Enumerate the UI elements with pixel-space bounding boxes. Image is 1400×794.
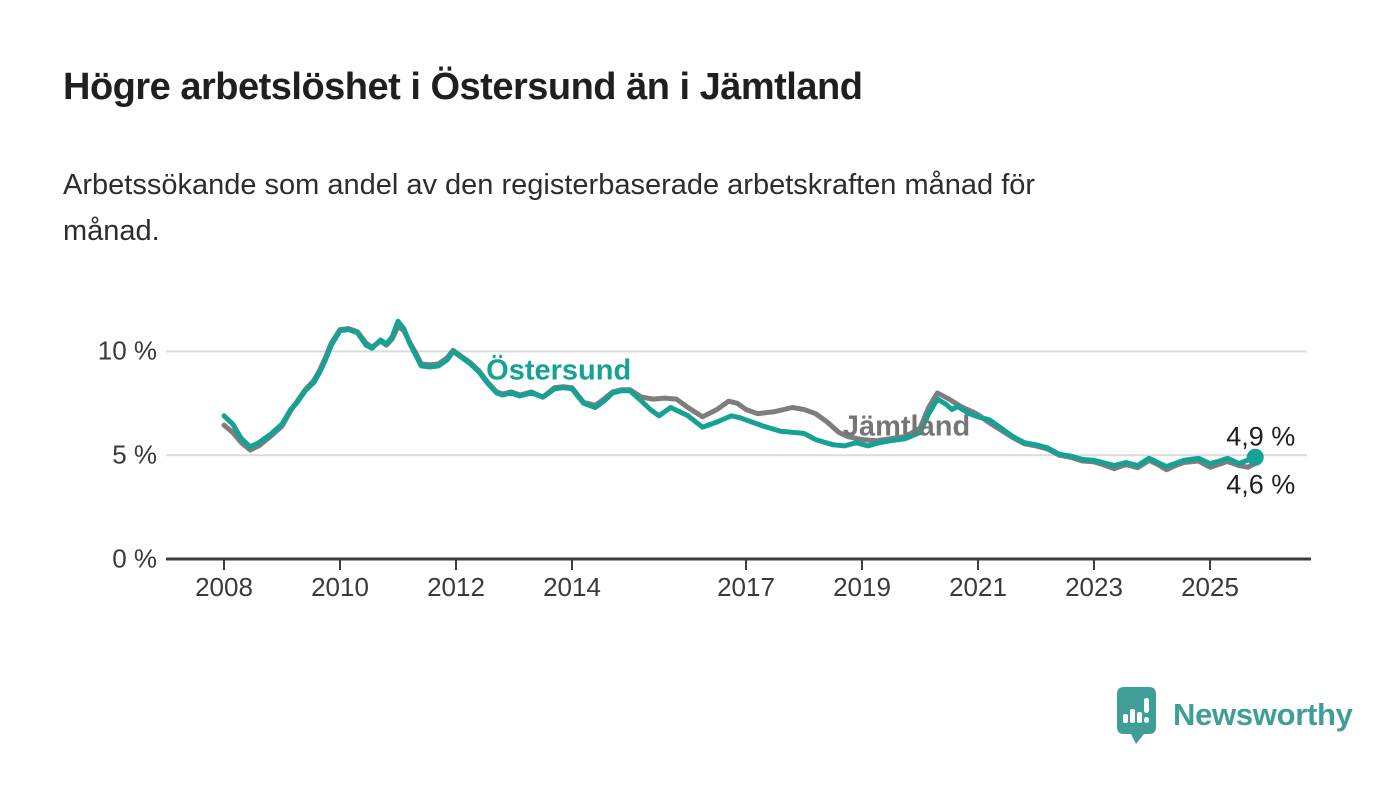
chart-subtitle: Arbetssökande som andel av den registerb…	[63, 162, 1035, 254]
x-axis-tick-label: 2017	[717, 572, 775, 602]
y-axis-tick-label: 5 %	[112, 439, 157, 470]
x-axis-tick-label: 2025	[1181, 572, 1239, 602]
series-label-jamtland: Jämtland	[842, 410, 971, 443]
page-title: Högre arbetslöshet i Östersund än i Jämt…	[63, 66, 863, 108]
end-value-label-ostersund: 4,9 %	[1226, 421, 1296, 452]
subtitle-line-2: månad.	[63, 215, 160, 247]
series-line-jämtland	[221, 324, 1258, 473]
x-axis-tick-label: 2019	[833, 572, 891, 602]
x-axis-tick-label: 2014	[543, 572, 601, 602]
x-axis-tick-label: 2023	[1065, 572, 1123, 602]
y-axis-tick-label: 0 %	[112, 543, 157, 574]
series-end-dot-östersund	[1246, 448, 1264, 466]
newsworthy-logo: Newsworthy	[1115, 684, 1353, 746]
brand-name: Newsworthy	[1173, 697, 1353, 732]
x-axis-tick-label: 2010	[311, 572, 369, 602]
gridlines	[166, 350, 1307, 457]
x-axis-tick-label: 2012	[427, 572, 485, 602]
x-axis-tick-label: 2008	[195, 572, 253, 602]
x-axis-tick-label: 2021	[949, 572, 1007, 602]
series-label-ostersund: Östersund	[486, 354, 632, 387]
speech-bubble-bar-chart-icon	[1117, 687, 1156, 744]
subtitle-line-1: Arbetssökande som andel av den registerb…	[63, 169, 1036, 201]
chart-series	[221, 318, 1264, 473]
end-value-label-jamtland: 4,6 %	[1226, 469, 1296, 500]
series-line-östersund	[221, 318, 1258, 470]
x-axis	[166, 557, 1311, 570]
y-axis-tick-label: 10 %	[97, 335, 157, 366]
